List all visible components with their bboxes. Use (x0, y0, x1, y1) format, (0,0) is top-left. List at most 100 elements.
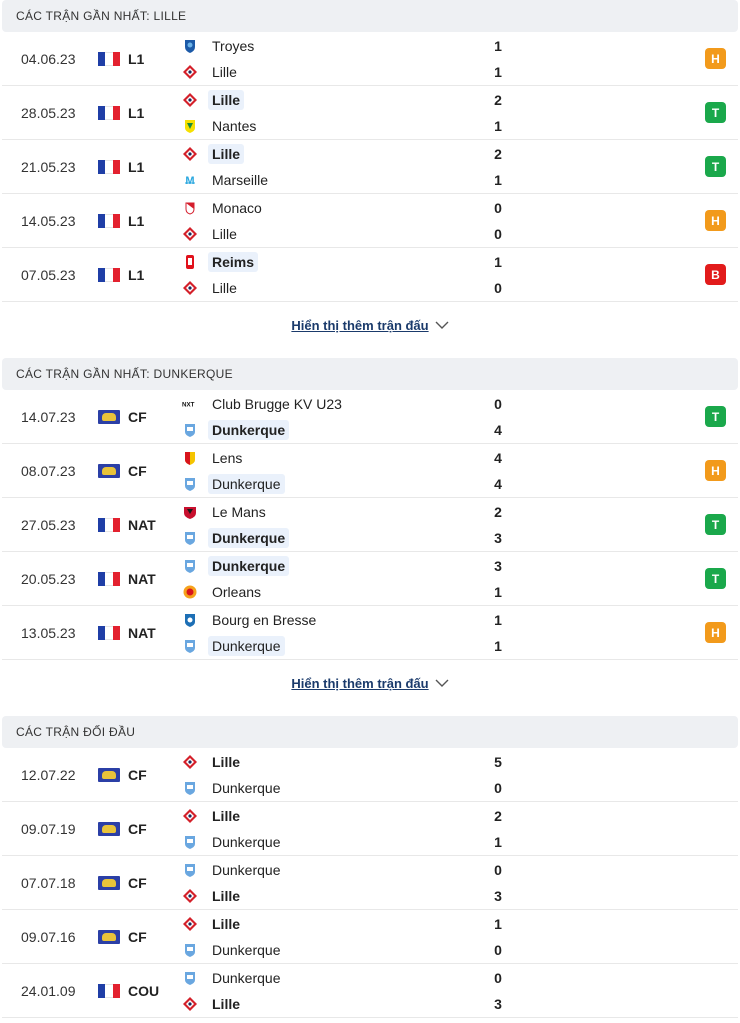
league-code[interactable]: L1 (128, 104, 145, 121)
home-team[interactable]: Dunkerque (182, 967, 285, 989)
match-date: 07.05.23 (21, 266, 76, 283)
away-team[interactable]: Dunkerque (182, 527, 290, 549)
away-team[interactable]: Dunkerque (182, 419, 290, 441)
away-team[interactable]: Lille (182, 61, 241, 83)
home-team[interactable]: Lille (182, 913, 244, 935)
league-code[interactable]: L1 (128, 212, 145, 229)
league-code[interactable]: CF (128, 928, 147, 945)
league-code[interactable]: L1 (128, 266, 145, 283)
league-code[interactable]: NAT (128, 516, 156, 533)
home-team[interactable]: Lille (182, 89, 245, 111)
home-team[interactable]: Lens (182, 447, 246, 469)
home-team[interactable]: Dunkerque (182, 859, 285, 881)
match-row[interactable]: 24.01.09 COU Dunkerque Lille 0 3 (2, 964, 738, 1018)
away-team[interactable]: Dunkerque (182, 939, 285, 961)
show-more-label[interactable]: Hiển thị thêm trận đấu (291, 317, 429, 333)
home-team[interactable]: Troyes (182, 35, 258, 57)
section-header: CÁC TRẬN ĐỐI ĐẦU (2, 716, 738, 748)
home-team-name: Lille (212, 916, 241, 932)
dunkerque-logo-icon (182, 780, 198, 796)
league-code[interactable]: CF (128, 408, 147, 425)
club-friendly-flag-icon (98, 767, 120, 782)
away-score: 4 (494, 476, 502, 492)
reims-logo-icon (182, 254, 198, 270)
away-team[interactable]: Lille (182, 277, 241, 299)
match-row[interactable]: 07.07.18 CF Dunkerque Lille 0 3 (2, 856, 738, 910)
away-team-name: Dunkerque (212, 942, 281, 958)
league-code[interactable]: CF (128, 874, 147, 891)
away-team[interactable]: Dunkerque (182, 635, 285, 657)
away-team[interactable]: Orleans (182, 581, 265, 603)
away-score: 0 (494, 226, 502, 242)
show-more-link[interactable]: Hiển thị thêm trận đấu (0, 302, 740, 348)
match-row[interactable]: 09.07.19 CF Lille Dunkerque 2 1 (2, 802, 738, 856)
show-more-label[interactable]: Hiển thị thêm trận đấu (291, 675, 429, 691)
home-score: 1 (494, 916, 502, 932)
away-score: 1 (494, 834, 502, 850)
league-code[interactable]: COU (128, 982, 160, 999)
away-team[interactable]: Lille (182, 885, 244, 907)
league-code[interactable]: NAT (128, 624, 156, 641)
league-code[interactable]: CF (128, 820, 147, 837)
match-row[interactable]: 20.05.23 NAT Dunkerque Orleans 3 1 T (2, 552, 738, 606)
france-flag-icon (98, 159, 120, 174)
lemans-logo-icon (182, 504, 198, 520)
match-row[interactable]: 09.07.16 CF Lille Dunkerque 1 0 (2, 910, 738, 964)
match-row[interactable]: 07.05.23 L1 Reims Lille 1 0 B (2, 248, 738, 302)
match-row[interactable]: 04.06.23 L1 Troyes Lille 1 1 H (2, 32, 738, 86)
away-team[interactable]: M Marseille (182, 169, 272, 191)
result-badge: T (705, 156, 726, 177)
away-team-name: Dunkerque (212, 834, 281, 850)
home-team-name: Bourg en Bresse (212, 612, 317, 628)
dunkerque-logo-icon (182, 942, 198, 958)
home-team[interactable]: Bourg en Bresse (182, 609, 320, 631)
home-score: 2 (494, 92, 502, 108)
away-team-name: Orleans (212, 584, 262, 600)
away-team[interactable]: Lille (182, 223, 241, 245)
match-row[interactable]: 13.05.23 NAT Bourg en Bresse Dunkerque 1… (2, 606, 738, 660)
home-team[interactable]: Lille (182, 805, 244, 827)
home-score: 1 (494, 612, 502, 628)
away-team[interactable]: Lille (182, 993, 244, 1015)
home-team[interactable]: Le Mans (182, 501, 270, 523)
home-team[interactable]: Reims (182, 251, 259, 273)
league-code[interactable]: CF (128, 766, 147, 783)
league-code[interactable]: CF (128, 462, 147, 479)
league-code[interactable]: L1 (128, 50, 145, 67)
league-code[interactable]: L1 (128, 158, 145, 175)
away-team[interactable]: Dunkerque (182, 831, 285, 853)
away-team[interactable]: Dunkerque (182, 473, 285, 495)
away-team[interactable]: Nantes (182, 115, 260, 137)
result-badge: H (705, 460, 726, 481)
match-date: 09.07.19 (21, 820, 76, 837)
home-team[interactable]: NXT Club Brugge KV U23 (182, 393, 346, 415)
match-row[interactable]: 08.07.23 CF Lens Dunkerque 4 4 H (2, 444, 738, 498)
match-date: 28.05.23 (21, 104, 76, 121)
france-flag-icon (98, 51, 120, 66)
nantes-logo-icon (182, 118, 198, 134)
away-team-name: Lille (212, 996, 241, 1012)
match-row[interactable]: 27.05.23 NAT Le Mans Dunkerque 2 3 T (2, 498, 738, 552)
away-team[interactable]: Dunkerque (182, 777, 285, 799)
match-row[interactable]: 12.07.22 CF Lille Dunkerque 5 0 (2, 748, 738, 802)
match-row[interactable]: 14.07.23 CF NXT Club Brugge KV U23 Dunke… (2, 390, 738, 444)
league-code[interactable]: NAT (128, 570, 156, 587)
show-more-link[interactable]: Hiển thị thêm trận đấu (0, 660, 740, 706)
home-team[interactable]: Monaco (182, 197, 266, 219)
lille-logo-icon (182, 808, 198, 824)
match-date: 20.05.23 (21, 570, 76, 587)
dunkerque-logo-icon (182, 530, 198, 546)
match-row[interactable]: 21.05.23 L1 Lille M Marseille 2 1 T (2, 140, 738, 194)
home-team[interactable]: Lille (182, 143, 245, 165)
france-flag-icon (98, 571, 120, 586)
home-score: 2 (494, 808, 502, 824)
result-badge: H (705, 622, 726, 643)
away-score: 1 (494, 638, 502, 654)
home-team[interactable]: Lille (182, 751, 244, 773)
home-team-name: Club Brugge KV U23 (212, 396, 342, 412)
match-row[interactable]: 28.05.23 L1 Lille Nantes 2 1 T (2, 86, 738, 140)
home-team[interactable]: Dunkerque (182, 555, 290, 577)
marseille-logo-icon: M (182, 172, 198, 188)
match-row[interactable]: 14.05.23 L1 Monaco Lille 0 0 H (2, 194, 738, 248)
